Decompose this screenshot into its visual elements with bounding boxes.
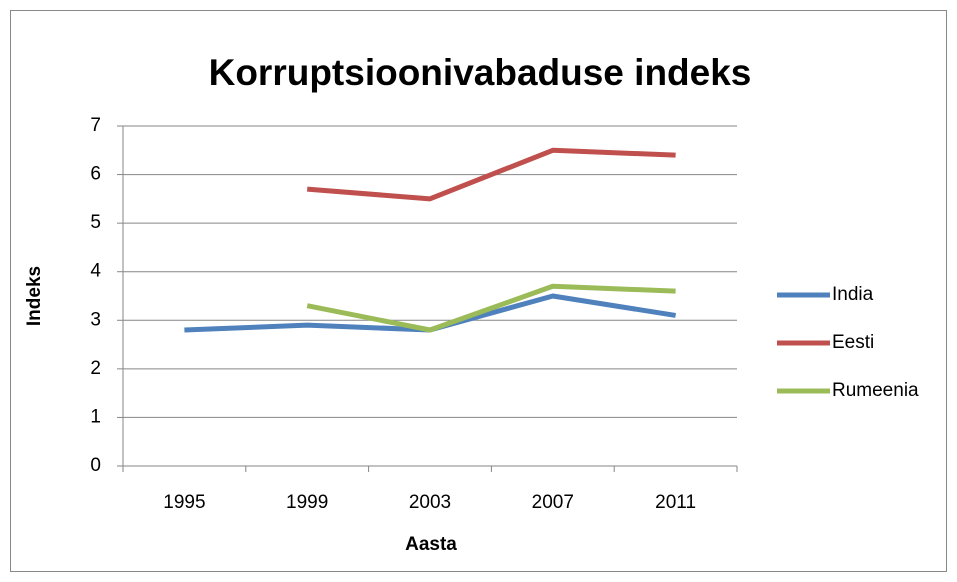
y-tick-label: 2 — [90, 358, 101, 379]
y-tick-label: 0 — [90, 455, 101, 476]
y-axis-label: Indeks — [24, 266, 45, 326]
y-tick-label: 4 — [90, 261, 101, 282]
y-tick-label: 1 — [90, 406, 101, 427]
legend-label: Eesti — [832, 332, 874, 353]
x-tick-label: 2007 — [532, 492, 574, 513]
x-tick-label: 2011 — [655, 492, 696, 513]
x-tick-label: 1999 — [286, 492, 328, 513]
y-tick-label: 5 — [90, 212, 101, 233]
chart-title: Korruptsioonivabaduse indeks — [209, 52, 752, 93]
series-line — [306, 283, 676, 333]
chart-border — [10, 10, 947, 572]
y-tick-label: 6 — [90, 164, 101, 185]
y-tick-label: 3 — [90, 309, 101, 330]
x-tick-label: 2003 — [409, 492, 451, 513]
series-line — [307, 147, 676, 202]
legend-label: Rumeenia — [832, 380, 919, 401]
y-tick-label: 7 — [90, 115, 101, 136]
legend-label: India — [832, 284, 874, 305]
x-tick-label: 1995 — [163, 492, 205, 513]
x-axis-label: Aasta — [405, 534, 457, 555]
